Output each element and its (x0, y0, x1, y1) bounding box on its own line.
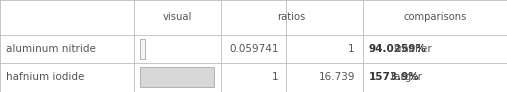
Text: smaller: smaller (393, 44, 432, 54)
Text: hafnium iodide: hafnium iodide (6, 72, 85, 82)
Text: 1573.9% larger: 1573.9% larger (369, 72, 449, 82)
Text: 1: 1 (272, 72, 279, 82)
Text: visual: visual (163, 13, 192, 22)
Text: 16.739: 16.739 (318, 72, 355, 82)
Text: 0.059741: 0.059741 (229, 44, 279, 54)
Text: larger: larger (390, 72, 422, 82)
Text: aluminum nitride: aluminum nitride (6, 44, 96, 54)
Text: 94.0259%: 94.0259% (369, 44, 426, 54)
Text: ratios: ratios (277, 13, 306, 22)
Text: comparisons: comparisons (403, 13, 466, 22)
Bar (140, 39, 145, 59)
Text: 1: 1 (348, 44, 355, 54)
Text: 1573.9%: 1573.9% (369, 72, 419, 82)
Bar (140, 67, 214, 87)
Text: 94.0259% smaller: 94.0259% smaller (369, 44, 463, 54)
